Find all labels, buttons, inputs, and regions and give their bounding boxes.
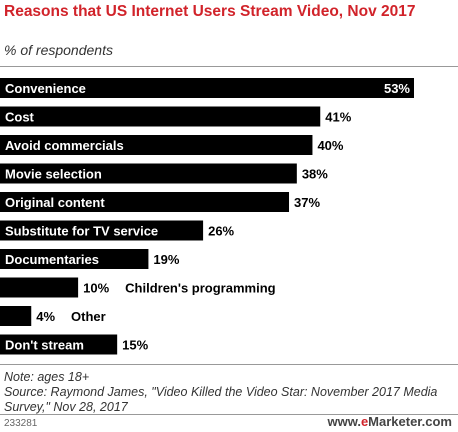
category-label-substitute-for-tv-service: Substitute for TV service: [5, 224, 158, 239]
chart-id: 233281: [4, 418, 38, 429]
note-text: Note: ages 18+: [4, 370, 90, 384]
bar-convenience: [0, 78, 414, 98]
top-divider: [0, 66, 458, 67]
bar-cost: [0, 106, 321, 127]
value-label-don-t-stream: 15%: [122, 338, 148, 353]
bar-movie-selection: [0, 163, 297, 184]
bar-don-t-stream: [0, 334, 118, 355]
value-label-substitute-for-tv-service: 26%: [208, 224, 234, 239]
chart-subtitle: % of respondents: [4, 42, 113, 58]
category-label-movie-selection: Movie selection: [5, 167, 102, 182]
source-text: Source: Raymond James, "Video Killed the…: [4, 385, 438, 414]
brand-suffix: Marketer.com: [368, 414, 452, 429]
value-label-children-s-programming: 10%: [83, 281, 109, 296]
category-label-cost: Cost: [5, 110, 35, 125]
value-label-cost: 41%: [325, 110, 351, 125]
bar-other: [0, 306, 32, 326]
footer-divider: [0, 414, 458, 415]
chart-title: Reasons that US Internet Users Stream Vi…: [4, 3, 416, 20]
category-label-don-t-stream: Don't stream: [5, 338, 84, 353]
bar-children-s-programming: [0, 277, 79, 298]
category-label-documentaries: Documentaries: [5, 252, 99, 267]
brand-accent: e: [360, 414, 369, 429]
value-label-documentaries: 19%: [153, 252, 179, 267]
bottom-divider: [0, 364, 458, 365]
category-label-other: Other: [71, 309, 106, 324]
value-label-original-content: 37%: [294, 195, 320, 210]
brand-link[interactable]: www.eMarketer.com: [327, 414, 452, 429]
category-label-avoid-commercials: Avoid commercials: [5, 138, 124, 153]
bar-documentaries: [0, 249, 149, 269]
value-label-other: 4%: [36, 309, 55, 324]
bar-avoid-commercials: [0, 135, 313, 155]
bar-substitute-for-tv-service: [0, 220, 204, 241]
category-label-original-content: Original content: [5, 195, 105, 210]
value-label-movie-selection: 38%: [302, 167, 328, 182]
value-label-avoid-commercials: 40%: [317, 138, 343, 153]
value-label-convenience: 53%: [384, 81, 410, 96]
category-label-convenience: Convenience: [5, 81, 86, 96]
bar-chart: Convenience 53% Cost 41% Avoid commercials 40…: [0, 78, 414, 355]
brand-prefix: www.: [327, 414, 361, 429]
category-label-children-s-programming: Children's programming: [125, 281, 275, 296]
bar-original-content: [0, 192, 290, 212]
chart-notes: Note: ages 18+ Source: Raymond James, "V…: [4, 370, 454, 415]
